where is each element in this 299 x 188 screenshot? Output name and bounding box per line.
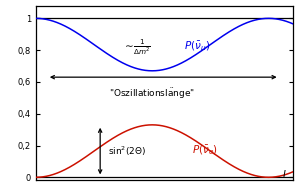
Text: $L$: $L$ bbox=[282, 168, 289, 180]
Text: $P(\bar{\nu}_{e})$: $P(\bar{\nu}_{e})$ bbox=[192, 143, 218, 157]
Text: $\rm sin^2(2\Theta)$: $\rm sin^2(2\Theta)$ bbox=[108, 144, 147, 158]
Text: $P(\bar{\nu}_{\mu})$: $P(\bar{\nu}_{\mu})$ bbox=[184, 40, 210, 54]
Text: "Oszillationsl$\rm\ddot{a}$nge": "Oszillationsl$\rm\ddot{a}$nge" bbox=[109, 87, 195, 101]
Text: $\sim\!\frac{1}{\Delta m^2}$: $\sim\!\frac{1}{\Delta m^2}$ bbox=[123, 37, 151, 57]
